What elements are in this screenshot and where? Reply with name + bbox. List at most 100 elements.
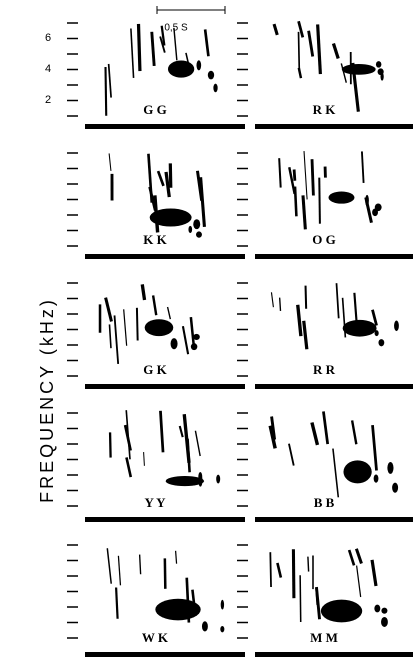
sonogram-stroke xyxy=(115,587,119,619)
sonogram-stroke xyxy=(104,66,108,116)
sonogram-blob xyxy=(155,598,201,621)
sonogram-stroke xyxy=(331,42,340,59)
sonogram-stroke xyxy=(143,452,145,466)
baseline-bar xyxy=(255,384,413,389)
sonogram-blob xyxy=(343,460,372,484)
baseline-bar xyxy=(255,517,413,522)
sonogram-stroke xyxy=(150,31,156,67)
sonogram-blob xyxy=(320,599,363,623)
sonogram-stroke xyxy=(347,549,356,566)
sonogram-stroke xyxy=(278,158,282,188)
sonogram-stroke xyxy=(125,457,133,478)
sonogram-stroke xyxy=(318,177,321,224)
sonogram-stroke xyxy=(151,295,158,316)
sonogram-dot xyxy=(216,474,221,484)
sonogram-stroke xyxy=(113,315,120,364)
sonogram-stroke xyxy=(297,67,303,79)
sonogram-stroke xyxy=(138,554,142,575)
axis-label: FREQUENCY (kHz) xyxy=(37,297,57,503)
sonogram-stroke xyxy=(301,195,307,230)
baseline-bar xyxy=(255,124,413,129)
sonogram-stroke xyxy=(135,307,139,341)
sonogram-dot xyxy=(213,83,218,93)
sonogram-dot xyxy=(201,621,208,632)
sonogram-stroke xyxy=(292,169,297,181)
sonogram-stroke xyxy=(302,320,309,350)
sonogram-stroke xyxy=(316,24,322,75)
sonogram-dot xyxy=(193,219,201,230)
sonogram-stroke xyxy=(268,425,277,449)
sonogram-stroke xyxy=(181,326,190,355)
baseline-bar xyxy=(255,652,413,657)
sonogram-dot xyxy=(196,60,202,71)
sonogram-stroke xyxy=(104,297,113,322)
tick-label: 6 xyxy=(45,32,51,44)
sonogram-stroke xyxy=(140,284,147,301)
sonogram-stroke xyxy=(296,304,303,337)
sonogram-stroke xyxy=(332,448,340,498)
sonogram-stroke xyxy=(156,170,165,187)
sonogram-stroke xyxy=(315,587,319,605)
sonogram-stroke xyxy=(297,31,301,72)
sonogram-stroke xyxy=(106,548,112,584)
sonogram-stroke xyxy=(174,550,178,564)
sonogram-stroke xyxy=(173,27,178,61)
sonogram-blob xyxy=(328,191,355,204)
sonogram-stroke xyxy=(189,317,196,349)
sonogram-stroke xyxy=(307,30,315,57)
sonogram-stroke xyxy=(178,425,184,438)
sonogram-dot xyxy=(365,194,369,207)
panel-label: R K xyxy=(313,102,337,117)
sonogram-stroke xyxy=(288,443,295,466)
sonogram-dot xyxy=(373,474,379,483)
sonogram-stroke xyxy=(340,63,347,83)
sonogram-dot xyxy=(378,339,385,347)
sonogram-stroke xyxy=(310,422,320,446)
sonogram-dot xyxy=(170,338,178,350)
sonogram-stroke xyxy=(370,559,378,587)
sonogram-stroke xyxy=(310,159,315,196)
sonogram-stroke xyxy=(322,411,330,445)
sonogram-blob xyxy=(341,63,376,75)
sonogram-stroke xyxy=(203,29,210,57)
panel-label: B B xyxy=(314,495,335,510)
panel-label: R R xyxy=(313,362,336,377)
baseline-bar xyxy=(85,254,245,259)
sonogram-dot xyxy=(220,625,225,633)
sonogram-stroke xyxy=(335,283,340,319)
sonogram-stroke xyxy=(130,28,135,78)
sonogram-stroke xyxy=(307,556,310,572)
panel-label: O G xyxy=(312,232,335,247)
sonogram-dot xyxy=(374,604,381,613)
baseline-bar xyxy=(85,384,245,389)
sonogram-stroke xyxy=(269,552,272,588)
sonogram-dot xyxy=(394,320,399,332)
tick-label: 2 xyxy=(45,94,51,106)
sonogram-stroke xyxy=(199,177,206,227)
sonogram-dot xyxy=(372,208,378,217)
sonogram-stroke xyxy=(159,36,166,53)
sonogram-stroke xyxy=(356,565,362,598)
sonogram-stroke xyxy=(147,153,154,203)
panel-label: G K xyxy=(143,362,167,377)
sonogram-stroke xyxy=(194,430,201,457)
sonogram-stroke xyxy=(278,297,282,311)
sonogram-stroke xyxy=(108,324,112,349)
sonogram-dot xyxy=(392,482,399,493)
sonogram-stroke xyxy=(371,425,378,471)
sonogram-stroke xyxy=(354,548,363,564)
sonogram-stroke xyxy=(299,575,302,622)
sonogram-stroke xyxy=(159,410,165,453)
sonogram-dot xyxy=(207,70,215,80)
baseline-bar xyxy=(255,254,413,259)
sonogram-stroke xyxy=(350,420,358,445)
tick-label: 4 xyxy=(45,63,51,75)
panel-label: W K xyxy=(142,630,169,645)
panel-label: Y Y xyxy=(144,495,166,510)
sonogram-dot xyxy=(381,607,388,614)
baseline-bar xyxy=(85,517,245,522)
sonogram-stroke xyxy=(288,166,296,195)
sonogram-dot xyxy=(381,616,388,628)
sonogram-blob xyxy=(144,319,174,337)
